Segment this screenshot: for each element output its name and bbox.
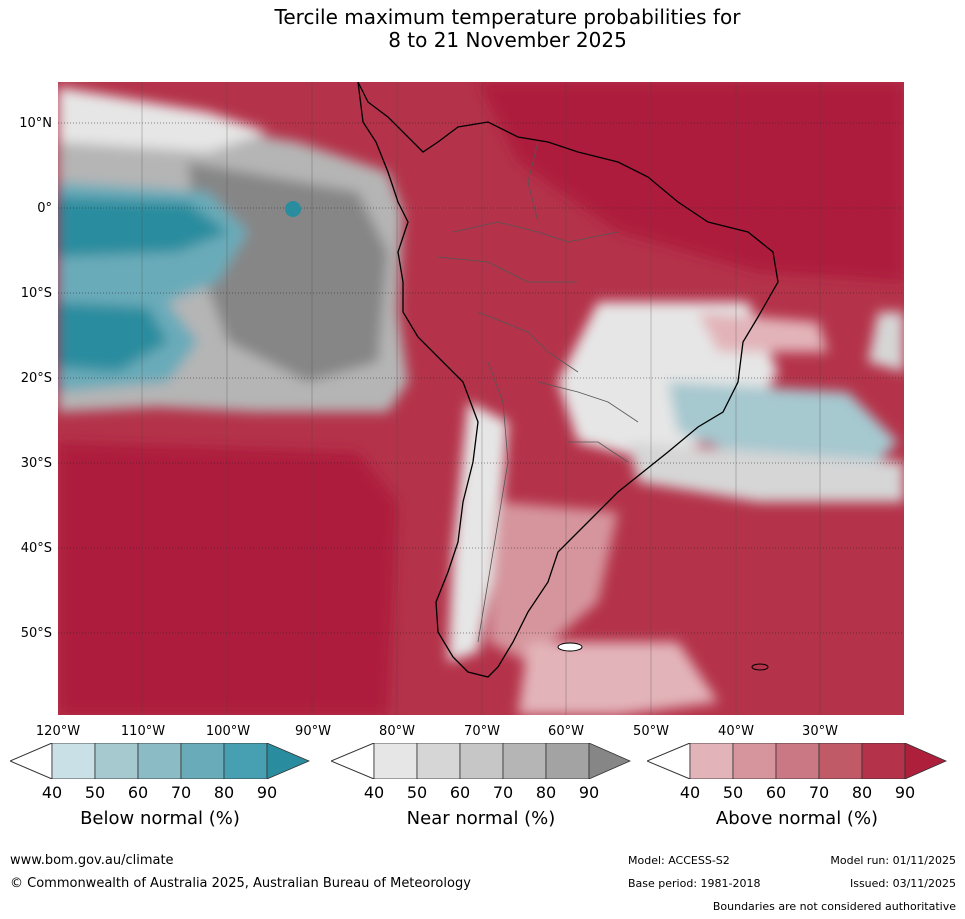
lon-label-30w: 30°W [802,724,838,739]
near-normal-atlantic-region [628,442,904,502]
near-normal-south-region [518,642,718,715]
near-tick-80: 80 [535,783,557,802]
above-normal-swatch-80-90 [861,743,906,779]
near-tick-60: 60 [449,783,471,802]
below-normal-swatch-80-90 [223,743,268,779]
near-tick-70: 70 [492,783,514,802]
near-normal-swatch-70-80 [502,743,547,779]
lat-label-50s: 50°S [20,626,52,641]
below-tick-50: 50 [84,783,106,802]
south-georgia-island [751,663,769,671]
lon-label-60w: 60°W [548,724,584,739]
below-normal-swatch-50-60 [94,743,139,779]
falkland-islands [557,642,583,652]
near-normal-light-region [58,87,268,152]
lat-label-10s: 10°S [20,286,52,301]
above-normal-swatch-70-80 [818,743,863,779]
near-normal-colorbar [331,743,631,779]
lon-label-70w: 70°W [464,724,500,739]
near-normal-label: Near normal (%) [406,808,556,829]
below-normal-90-region [58,197,228,257]
probability-map [58,82,904,715]
near-normal-swatch-90-plus [588,743,631,779]
map-title-line1: Tercile maximum temperature probabilitie… [274,5,741,29]
lon-label-80w: 80°W [379,724,415,739]
above-normal-swatch-40-50 [689,743,734,779]
above-normal-90-region [478,82,904,282]
below-normal-swatch-60-70 [137,743,182,779]
country-borders [437,141,639,643]
boundary-disclaimer: Boundaries are not considered authoritat… [712,900,956,913]
lat-label-20s: 20°S [20,371,52,386]
below-normal-swatch-90-plus [266,743,310,779]
map-title-line2: 8 to 21 November 2025 [388,28,627,52]
near-normal-swatch-40-50 [373,743,418,779]
website-link[interactable]: www.bom.gov.au/climate [10,853,174,868]
above-normal-colorbar [647,743,947,779]
near-normal-swatch-60-70 [459,743,504,779]
near-tick-40: 40 [363,783,385,802]
above-normal-light-region [698,312,828,352]
base-period: Base period: 1981-2018 [628,877,761,890]
near-normal-coast-region [448,402,508,662]
lat-label-10n: 10°N [19,116,52,131]
below-tick-90: 90 [256,783,278,802]
model-run-date: Model run: 01/11/2025 [830,854,956,867]
above-tick-70: 70 [808,783,830,802]
near-tick-90: 90 [578,783,600,802]
lat-label-30s: 30°S [20,456,52,471]
lon-label-50w: 50°W [633,724,669,739]
near-normal-90-region [188,162,388,382]
above-normal-light-region [868,312,904,372]
below-normal-swatch-70-80 [180,743,225,779]
near-normal-swatch-80-90 [545,743,590,779]
above-tick-90: 90 [894,783,916,802]
lon-label-90w: 90°W [295,724,331,739]
above-normal-light-region [488,502,618,662]
issued-date: Issued: 03/11/2025 [849,877,956,890]
above-tick-60: 60 [765,783,787,802]
lon-label-100w: 100°W [205,724,251,739]
lon-label-120w: 120°W [35,724,81,739]
below-tick-70: 70 [170,783,192,802]
south-america-coastline [357,82,779,678]
above-normal-90-region [58,442,398,715]
above-tick-50: 50 [722,783,744,802]
above-normal-swatch-50-60 [732,743,777,779]
model-name: Model: ACCESS-S2 [628,854,730,867]
above-tick-40: 40 [679,783,701,802]
lon-label-110w: 110°W [120,724,166,739]
above-normal-label: Above normal (%) [715,808,879,829]
lon-label-40w: 40°W [718,724,754,739]
above-normal-swatch-90-plus [904,743,947,779]
below-tick-40: 40 [41,783,63,802]
above-normal-swatch-60-70 [775,743,820,779]
below-normal-label: Below normal (%) [80,808,240,829]
near-tick-50: 50 [406,783,428,802]
below-normal-colorbar [10,743,310,779]
lat-label-equator: 0° [37,201,52,216]
below-normal-90-region [58,302,168,372]
below-tick-80: 80 [213,783,235,802]
lat-label-40s: 40°S [20,541,52,556]
above-tick-80: 80 [851,783,873,802]
below-normal-swatch-40-50 [51,743,96,779]
below-tick-60: 60 [127,783,149,802]
galapagos-anomaly [285,201,301,217]
near-normal-swatch-50-60 [416,743,461,779]
copyright-text: © Commonwealth of Australia 2025, Austra… [10,876,471,891]
